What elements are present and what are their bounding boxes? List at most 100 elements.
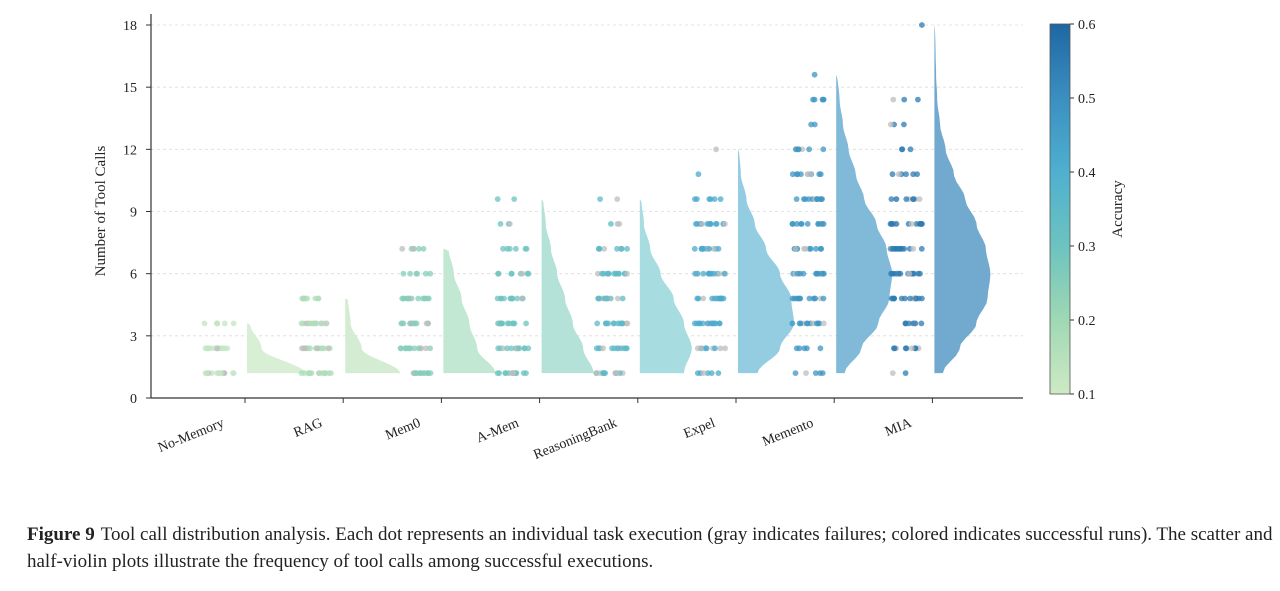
violin-no-memory: [247, 323, 305, 374]
dot-success: [307, 345, 313, 352]
dot-success: [502, 370, 509, 376]
dot-success: [416, 245, 422, 252]
dot-success: [699, 245, 706, 252]
dot-success: [818, 270, 825, 277]
dot-success: [901, 96, 908, 103]
dot-success: [910, 196, 917, 203]
colorbar-tick-label: 0.2: [1078, 314, 1096, 329]
dot-success: [302, 295, 308, 302]
dot-success: [614, 320, 621, 327]
dot-success: [214, 320, 221, 327]
dot-success: [619, 320, 626, 327]
dot-success: [889, 245, 896, 252]
violin-scatter-chart: 0 3 6 9 12 15 18 No-Memory RAG Mem0 A-Mem Reasonin…: [93, 14, 1126, 463]
dot-success: [618, 245, 625, 252]
dot-success: [603, 295, 610, 302]
dot-success: [601, 370, 607, 376]
dot-success: [811, 121, 818, 128]
dot-success: [899, 146, 906, 153]
dot-failure: [722, 221, 728, 227]
dot-success: [798, 171, 804, 178]
dot-failure: [593, 370, 600, 376]
dot-success: [913, 295, 919, 302]
dot-failure: [698, 345, 704, 352]
dot-success: [912, 320, 918, 327]
dot-success: [915, 96, 921, 103]
figure-caption: Figure 9 Tool call distribution analysis.…: [27, 521, 1277, 575]
dot-success: [807, 245, 814, 252]
dot-success: [397, 345, 404, 352]
dot-success: [204, 370, 210, 376]
dot-failure: [716, 270, 723, 277]
dot-failure: [601, 245, 608, 252]
dot-success: [813, 320, 820, 327]
dot-success: [413, 320, 420, 327]
colorbar-tick-label: 0.1: [1078, 388, 1096, 403]
dot-success: [498, 320, 504, 327]
dot-failure: [908, 345, 915, 352]
dot-success: [902, 345, 909, 352]
dot-success: [806, 146, 812, 153]
x-tick-label: Mem0: [383, 416, 423, 444]
dot-success: [507, 245, 513, 252]
dot-failure: [325, 345, 332, 352]
dot-success: [301, 370, 307, 376]
x-tick-label: RAG: [292, 416, 325, 441]
dot-success: [321, 320, 327, 327]
dot-success: [818, 221, 825, 227]
dot-success: [712, 221, 719, 227]
dot-failure: [699, 221, 705, 227]
dot-success: [888, 196, 895, 203]
dot-failure: [803, 370, 809, 376]
dot-success: [792, 370, 799, 376]
dot-success: [806, 295, 813, 302]
x-tick-label: A-Mem: [474, 416, 521, 447]
dot-success: [420, 370, 427, 376]
dot-failure: [808, 171, 814, 178]
dot-success: [902, 370, 909, 376]
dot-success: [918, 221, 925, 227]
dot-success: [795, 146, 802, 153]
dot-success: [400, 320, 407, 327]
dot-success: [412, 370, 419, 376]
dot-success: [422, 270, 429, 277]
dot-failure: [423, 320, 430, 327]
dot-success: [820, 146, 827, 153]
dot-failure: [700, 295, 707, 302]
y-tick-label: 15: [123, 81, 137, 96]
dot-success: [888, 270, 894, 277]
dot-success: [715, 370, 722, 376]
dot-success: [427, 270, 434, 277]
dot-success: [614, 245, 620, 252]
dot-success: [520, 370, 527, 376]
dot-success: [500, 245, 506, 252]
dot-success: [914, 171, 920, 178]
dot-success: [796, 320, 803, 327]
dot-failure: [399, 245, 406, 252]
x-tick-label: No-Memory: [156, 416, 227, 456]
dot-success: [709, 320, 716, 327]
y-tick-label: 3: [130, 330, 137, 345]
dot-failure: [887, 121, 894, 128]
dot-success: [420, 245, 427, 252]
dot-success: [413, 270, 420, 277]
dot-success: [597, 196, 603, 203]
violin-reasoningbank: [639, 199, 692, 374]
dot-success: [789, 295, 796, 302]
dot-failure: [300, 345, 307, 352]
dot-failure: [214, 345, 221, 352]
dot-success: [706, 245, 713, 252]
dot-success: [794, 270, 801, 277]
colorbar-tick-label: 0.3: [1078, 240, 1096, 255]
dot-success: [624, 245, 630, 252]
y-tick-label: 9: [130, 206, 137, 221]
dot-success: [819, 96, 826, 103]
dot-success: [204, 345, 211, 352]
dot-failure: [314, 345, 320, 352]
dot-success: [793, 345, 800, 352]
dot-success: [415, 295, 422, 302]
dot-success: [711, 196, 718, 203]
dot-success: [405, 295, 412, 302]
dot-success: [913, 221, 920, 227]
dot-failure: [802, 245, 809, 252]
